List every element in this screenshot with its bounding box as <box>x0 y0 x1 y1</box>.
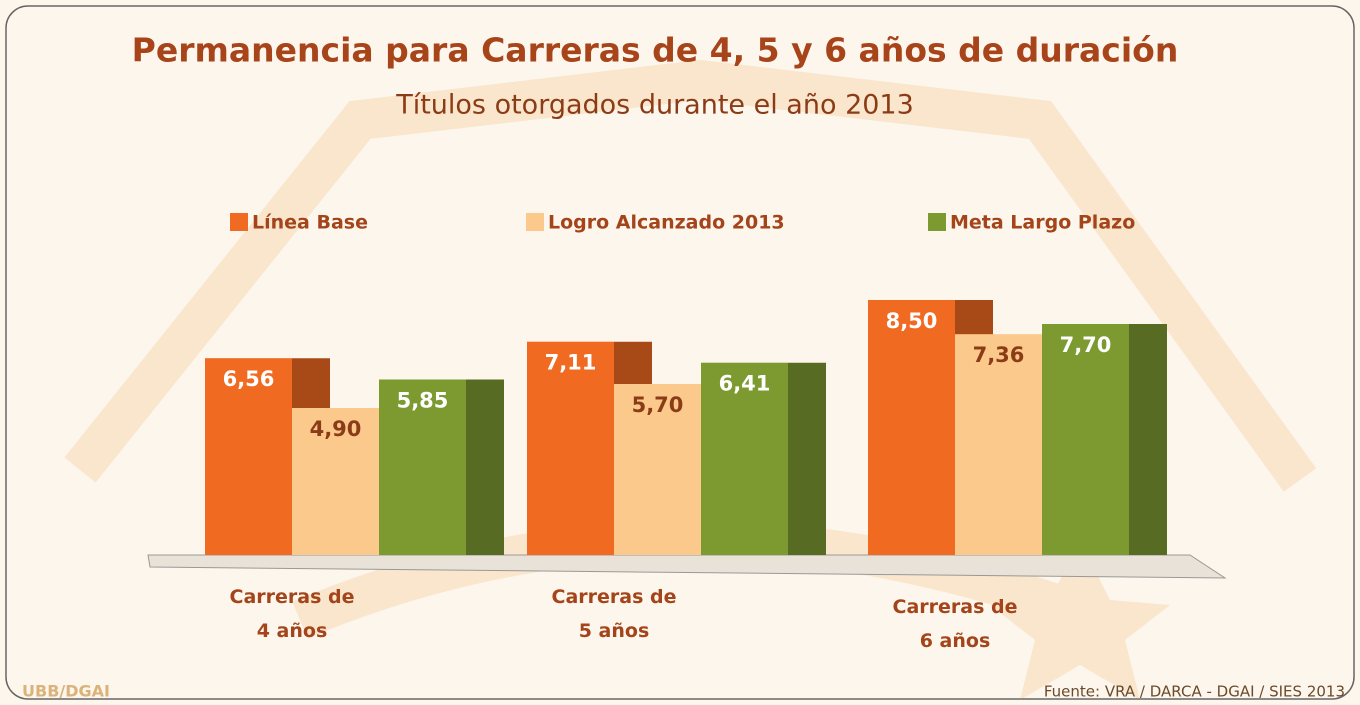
legend-label: Logro Alcanzado 2013 <box>548 212 785 234</box>
chart-subtitle: Títulos otorgados durante el año 2013 <box>395 90 914 121</box>
bar <box>1042 324 1129 555</box>
category-label: Carreras de 5 años <box>544 580 684 648</box>
value-label: 6,56 <box>223 367 275 391</box>
slide: Permanencia para Carreras de 4, 5 y 6 añ… <box>0 0 1360 705</box>
bar-side <box>788 363 826 555</box>
value-label: 5,85 <box>397 389 449 413</box>
value-label: 7,11 <box>545 351 597 375</box>
value-label: 5,70 <box>632 393 684 417</box>
legend-swatch <box>230 213 248 231</box>
category-label: Carreras de 4 años <box>222 580 362 648</box>
bar-side <box>466 380 504 556</box>
value-label: 8,50 <box>886 309 938 333</box>
bar-side <box>1129 324 1167 555</box>
source-note: Fuente: VRA / DARCA - DGAI / SIES 2013 <box>1044 683 1345 701</box>
value-label: 7,36 <box>973 343 1025 367</box>
legend-label: Meta Largo Plazo <box>950 212 1135 234</box>
legend-label: Línea Base <box>252 212 368 234</box>
bar <box>955 334 1042 555</box>
value-label: 7,70 <box>1060 333 1112 357</box>
legend-swatch <box>928 213 946 231</box>
legend-swatch <box>526 213 544 231</box>
logo: UBB/DGAI <box>22 682 110 701</box>
bar <box>868 300 955 555</box>
chart-title: Permanencia para Carreras de 4, 5 y 6 añ… <box>132 31 1179 70</box>
value-label: 4,90 <box>310 417 362 441</box>
category-label: Carreras de 6 años <box>885 590 1025 658</box>
value-label: 6,41 <box>719 372 771 396</box>
